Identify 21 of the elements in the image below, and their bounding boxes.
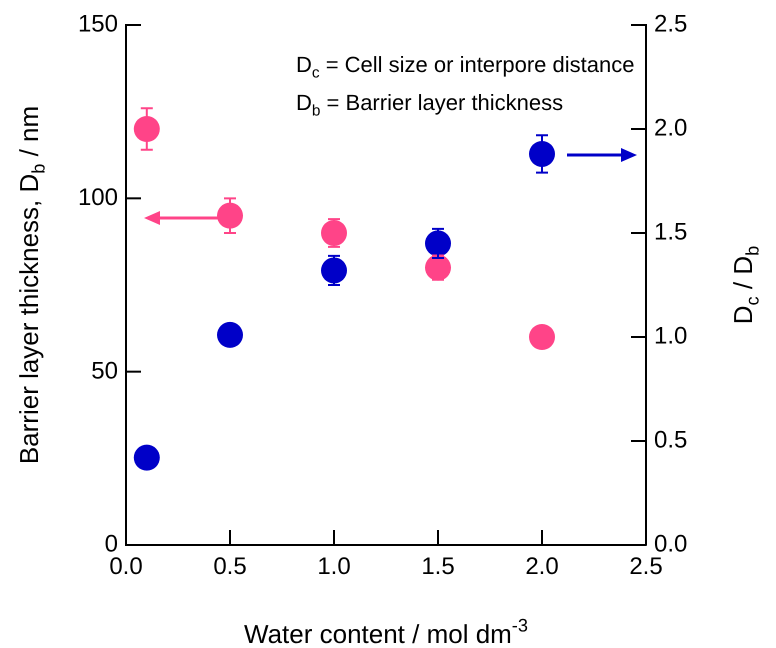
y2-tick-label: 1.0 bbox=[654, 322, 688, 350]
point bbox=[217, 322, 243, 348]
y2-tick-label: 1.5 bbox=[654, 218, 688, 246]
x-tick-label: 2.0 bbox=[525, 553, 559, 580]
point bbox=[134, 444, 160, 471]
point bbox=[529, 324, 555, 350]
x-tick-label: 0.5 bbox=[213, 553, 247, 580]
y2-axis-title: Dc / Db bbox=[728, 246, 762, 324]
y2-tick-label: 2.0 bbox=[654, 114, 688, 142]
y-tick-label: 50 bbox=[91, 357, 118, 384]
point bbox=[321, 220, 347, 246]
y2-tick-label: 2.5 bbox=[654, 10, 688, 38]
y-axis-title: Barrier layer thickness, Db / nm bbox=[14, 106, 48, 464]
x-tick-label: 1.0 bbox=[317, 553, 351, 580]
y-tick-label: 100 bbox=[78, 184, 118, 211]
point bbox=[321, 257, 347, 284]
point bbox=[134, 116, 160, 142]
x-tick-label: 1.5 bbox=[421, 553, 455, 580]
y2-tick-label: 0.5 bbox=[654, 426, 688, 454]
y-tick-label: 150 bbox=[78, 10, 118, 38]
point bbox=[529, 140, 555, 167]
